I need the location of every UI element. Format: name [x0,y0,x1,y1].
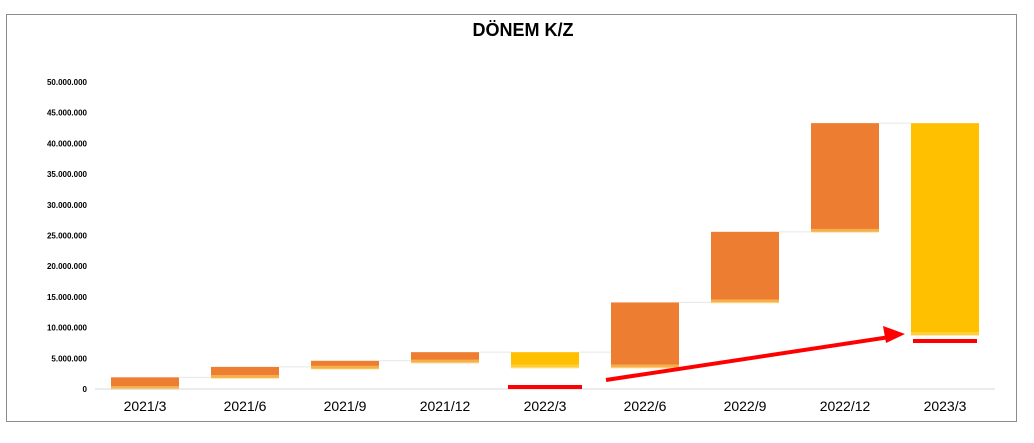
bar-2021-3 [111,377,179,389]
y-tick-label: 45.000.000 [47,109,88,118]
bar-2021-12 [411,352,479,363]
bar-bottom-glow [311,365,379,370]
x-tick-label: 2022/9 [724,398,767,414]
connector-lines [179,122,911,378]
y-tick-label: 10.000.000 [47,324,88,333]
x-axis: 2021/3 2021/6 2021/9 2021/12 2022/3 2022/6 202… [95,388,995,414]
x-tick-label: 2022/12 [820,398,871,414]
y-tick-label: 35.000.000 [47,170,88,179]
bar-bottom-glow [511,364,579,369]
y-tick-label: 0 [83,385,88,394]
y-tick-label: 20.000.000 [47,262,88,271]
x-tick-label: 2021/9 [324,398,367,414]
bar-bottom-glow [411,359,479,364]
bar-2023-3 [911,123,979,335]
bar-2022-6 [611,302,679,368]
bar-2022-9 [711,231,779,303]
y-tick-label: 5.000.000 [51,354,87,363]
y-tick-label: 40.000.000 [47,139,88,148]
annotation-arrow-head [883,326,905,343]
y-tick-label: 25.000.000 [47,232,88,241]
x-tick-label: 2021/6 [224,398,267,414]
y-axis: 0 5.000.000 10.000.000 15.000.000 20.000.000… [47,78,88,394]
bar-bottom-glow [111,386,179,390]
bar-bottom-glow [711,299,779,304]
x-tick-label: 2023/3 [924,398,967,414]
x-tick-label: 2022/6 [624,398,667,414]
bar-2021-9 [311,360,379,369]
y-tick-label: 15.000.000 [47,293,88,302]
annotation-arrow-shaft [605,335,891,382]
y-tick-label: 30.000.000 [47,201,88,210]
x-tick-label: 2022/3 [524,398,567,414]
bar-2022-3 [511,352,579,368]
bar-bottom-glow [211,374,279,379]
annotations [508,326,977,389]
x-tick-label: 2021/12 [420,398,471,414]
chart-title: DÖNEM K/Z [472,20,574,40]
bar-bottom-glow [911,331,979,336]
bar-2021-6 [211,366,279,378]
bar-bottom-glow [611,364,679,369]
bar-2022-12 [811,123,879,232]
y-tick-label: 50.000.000 [47,78,88,87]
bar-bottom-glow [811,228,879,233]
x-tick-label: 2021/3 [124,398,167,414]
bars [111,123,979,390]
